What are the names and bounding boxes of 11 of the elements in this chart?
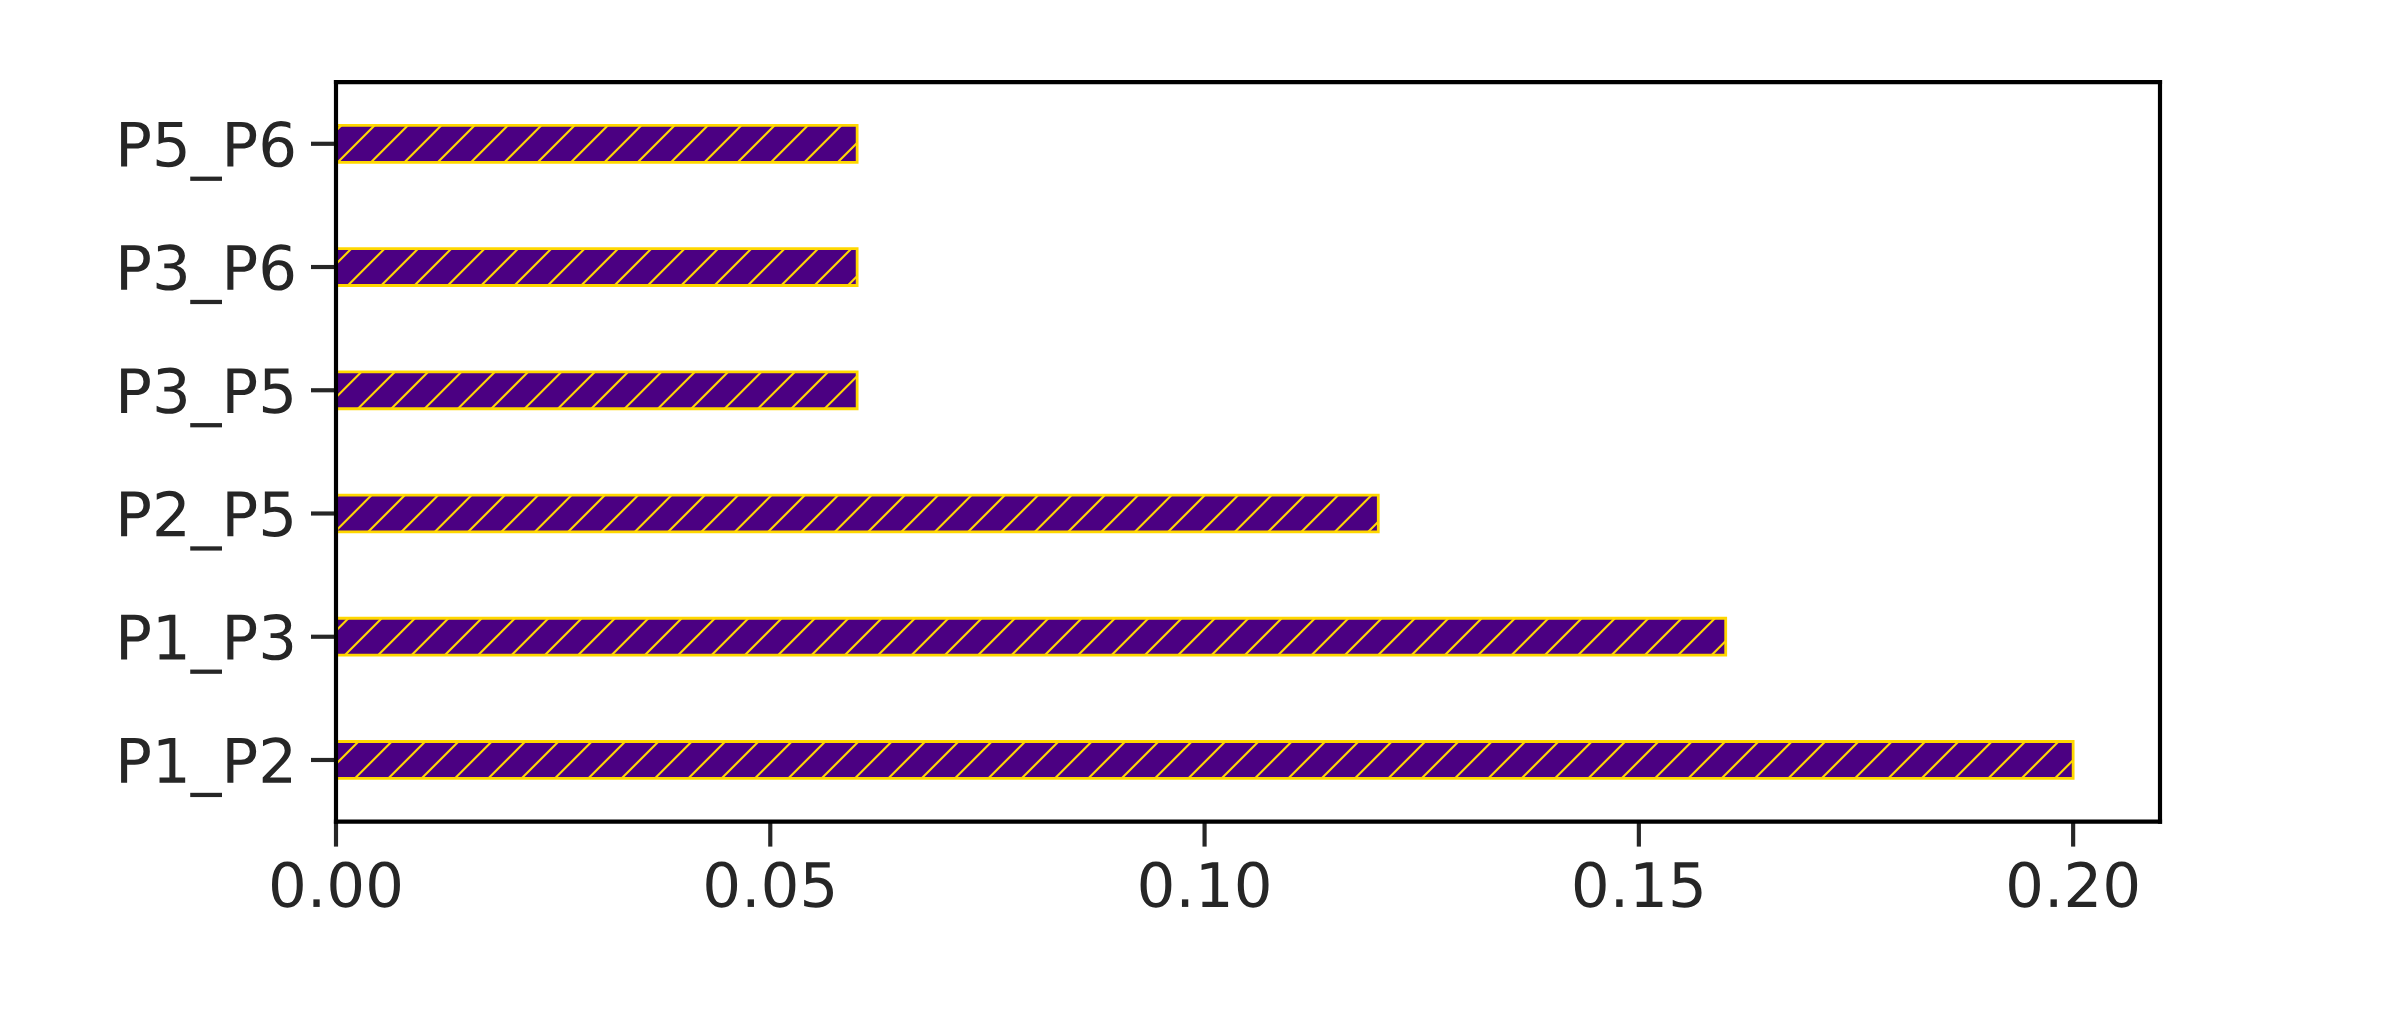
y-tick-label: P5_P6 xyxy=(121,121,294,181)
y-tick-label: P2_P5 xyxy=(121,490,292,551)
y-tick-label: P3_P5 xyxy=(121,367,292,428)
x-tick-label: 0.20 xyxy=(2009,861,2138,908)
x-tick-label: 0.05 xyxy=(706,861,833,908)
x-tick-label: 0.10 xyxy=(1140,861,1269,908)
x-tick-label: 0.00 xyxy=(272,861,400,908)
x-tick-label: 0.15 xyxy=(1574,861,1702,908)
y-tick-label: P1_P2 xyxy=(121,737,291,798)
y-tick-label: P1_P3 xyxy=(121,614,293,674)
y-tick-label: P3_P6 xyxy=(121,244,294,305)
